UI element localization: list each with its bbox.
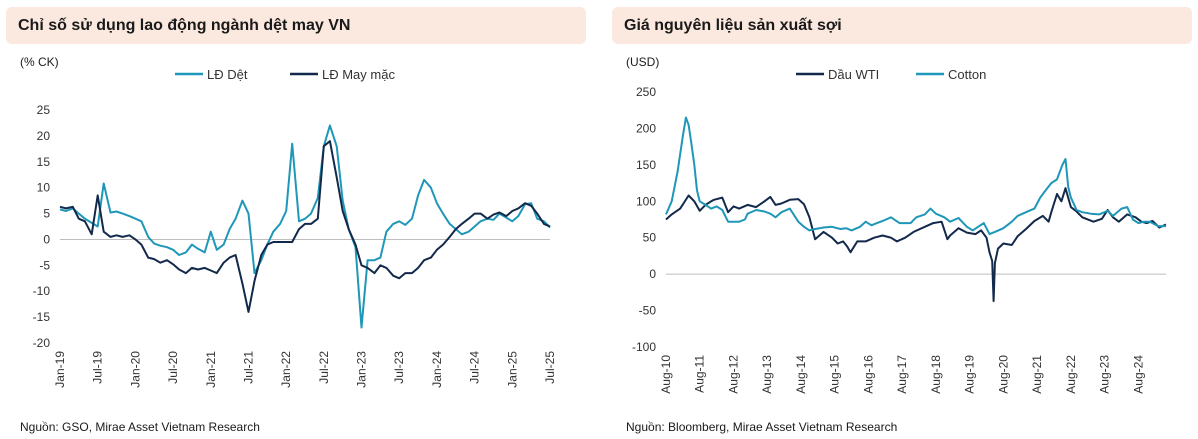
right-y-tick-label: 0	[649, 267, 656, 281]
left-y-tick-label: -10	[33, 284, 51, 298]
left-x-tick-label: Jan-19	[53, 351, 67, 388]
right-legend-label-1: Dầu WTI	[828, 67, 879, 82]
left-x-tick-label: Jul-22	[317, 351, 331, 384]
left-legend: LĐ Dệt LĐ May mặc	[175, 67, 395, 82]
right-y-tick-label: 250	[636, 85, 656, 99]
left-source: Nguồn: GSO, Mirae Asset Vietnam Research	[20, 420, 260, 434]
right-x-tick-label: Aug-11	[693, 355, 707, 393]
right-chart-panel: Giá nguyên liệu sản xuất sợi (USD) 250 20…	[606, 0, 1198, 439]
right-x-tick-label: Aug-20	[996, 355, 1010, 394]
right-chart-title: Giá nguyên liệu sản xuất sợi	[612, 7, 1192, 44]
left-y-axis: 25 20 15 10 5 0 -5 -10 -15 -20	[33, 103, 51, 350]
right-y-tick-label: 100	[636, 194, 656, 208]
right-x-tick-label: Aug-10	[659, 355, 673, 394]
right-x-tick-label: Aug-14	[794, 355, 808, 394]
left-x-tick-label: Jan-23	[355, 351, 369, 388]
right-y-tick-label: -100	[632, 340, 656, 354]
left-y-tick-label: 5	[43, 207, 50, 221]
right-y-tick-label: 200	[636, 121, 656, 135]
left-x-tick-label: Jul-19	[91, 351, 105, 384]
left-y-tick-label: 15	[37, 155, 51, 169]
right-series-line-2	[665, 116, 1166, 236]
left-series-line-1	[59, 124, 551, 329]
right-source: Nguồn: Bloomberg, Mirae Asset Vietnam Re…	[626, 420, 898, 434]
right-x-tick-label: Aug-21	[1030, 355, 1044, 394]
left-x-tick-label: Jan-22	[279, 351, 293, 388]
left-x-tick-label: Jul-24	[468, 351, 482, 384]
right-x-tick-label: Aug-16	[861, 355, 875, 394]
right-x-tick-label: Aug-19	[963, 355, 977, 394]
left-x-tick-label: Jul-23	[392, 351, 406, 384]
left-legend-label-2: LĐ May mặc	[322, 67, 395, 82]
left-y-tick-label: -15	[33, 310, 51, 324]
left-y-tick-label: 0	[43, 232, 50, 246]
right-x-tick-label: Aug-15	[828, 355, 842, 394]
left-y-tick-label: 20	[37, 129, 51, 143]
right-x-tick-label: Aug-23	[1098, 355, 1112, 394]
right-series-line-1	[665, 187, 1167, 303]
left-x-tick-label: Jan-24	[430, 351, 444, 388]
right-x-tick-label: Aug-22	[1064, 355, 1078, 394]
left-series-line-2	[59, 140, 551, 313]
left-y-tick-label: -5	[39, 258, 50, 272]
right-y-unit: (USD)	[626, 55, 660, 69]
left-y-unit: (% CK)	[20, 55, 59, 69]
right-y-tick-label: 50	[643, 231, 657, 245]
left-x-tick-label: Jan-20	[128, 351, 142, 388]
left-chart-title: Chỉ số sử dụng lao động ngành dệt may VN	[6, 7, 586, 44]
right-x-tick-label: Aug-24	[1131, 355, 1145, 394]
left-x-axis: Jan-19 Jul-19 Jan-20 Jul-20 Jan-21 Jul-21 Jan-…	[53, 351, 557, 388]
right-y-tick-label: -50	[639, 304, 657, 318]
left-x-tick-label: Jul-20	[166, 351, 180, 384]
right-x-tick-label: Aug-17	[895, 355, 909, 394]
left-x-tick-label: Jul-21	[241, 351, 255, 384]
left-x-tick-label: Jan-25	[505, 351, 519, 388]
left-chart-panel: Chỉ số sử dụng lao động ngành dệt may VN…	[0, 0, 590, 439]
right-x-axis: Aug-10 Aug-11 Aug-12 Aug-13 Aug-14 Aug-15 Aug-…	[659, 355, 1145, 394]
right-legend: Dầu WTI Cotton	[796, 67, 986, 82]
right-legend-label-2: Cotton	[948, 67, 986, 82]
left-x-tick-label: Jul-25	[543, 351, 557, 384]
right-x-tick-label: Aug-12	[726, 355, 740, 394]
right-y-axis: 250 200 150 100 50 0 -50 -100	[632, 85, 656, 354]
left-y-tick-label: -20	[33, 336, 51, 350]
right-x-tick-label: Aug-13	[760, 355, 774, 394]
right-x-tick-label: Aug-18	[929, 355, 943, 394]
left-y-tick-label: 25	[37, 103, 51, 117]
left-y-tick-label: 10	[37, 181, 51, 195]
right-y-tick-label: 150	[636, 158, 656, 172]
left-x-tick-label: Jan-21	[204, 351, 218, 388]
left-legend-label-1: LĐ Dệt	[207, 67, 248, 82]
